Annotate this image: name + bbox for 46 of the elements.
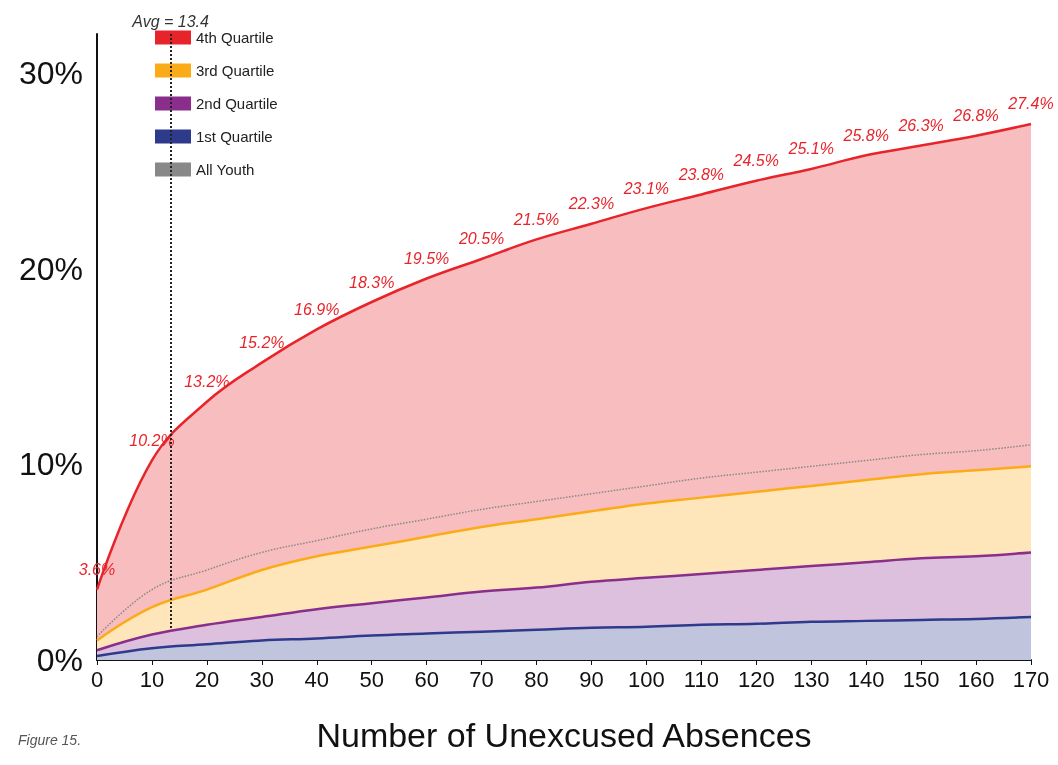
data-label: 13.2% [184,373,230,391]
data-label: 26.3% [897,117,944,135]
x-tick-label: 130 [792,666,830,692]
x-tick-label: 20 [194,666,220,692]
y-tick-label: 20% [18,250,83,287]
x-tick-label: 100 [628,666,665,692]
legend-label: 3rd Quartile [196,62,275,79]
x-tick-label: 50 [359,666,384,692]
data-label: 25.8% [842,126,889,144]
x-tick-label: 70 [469,666,494,692]
y-tick-label: 30% [18,55,83,92]
data-label: 16.9% [294,300,340,318]
data-label: 25.1% [787,140,834,158]
data-label: 15.2% [239,334,285,352]
x-tick-label: 170 [1012,666,1050,692]
legend-label: 4th Quartile [196,29,274,46]
data-label: 21.5% [512,210,560,228]
data-label: 23.1% [622,179,670,197]
x-tick-label: 140 [847,666,885,692]
data-label: 23.8% [677,165,725,183]
x-tick-label: 60 [414,666,439,692]
x-tick-label: 80 [524,666,549,692]
legend-label: All Youth [196,161,255,178]
x-tick-label: 110 [683,666,719,692]
y-tick-label: 10% [18,446,83,483]
data-label: 26.8% [952,107,999,125]
data-label: 22.3% [567,195,615,213]
data-label: 20.5% [457,230,505,248]
y-tick-label: 0% [36,642,83,678]
data-label: 24.5% [732,152,779,170]
x-tick-label: 120 [737,666,775,692]
x-tick-label: 40 [304,666,330,692]
x-tick-label: 150 [902,666,940,692]
caption: Figure 15. [18,732,82,748]
legend-label: 2nd Quartile [196,95,278,112]
x-axis-title: Number of Unexcused Absences [316,716,812,754]
x-tick-label: 0 [90,666,104,692]
x-tick-label: 160 [957,666,995,692]
data-label: 18.3% [349,273,395,291]
x-tick-label: 90 [579,666,604,692]
x-tick-label: 30 [249,666,275,692]
ref-line-label: Avg = 13.4 [131,12,210,30]
x-tick-label: 10 [139,666,165,692]
legend-label: 1st Quartile [196,128,273,145]
data-label: 27.4% [1007,95,1054,113]
data-label: 19.5% [403,250,450,268]
